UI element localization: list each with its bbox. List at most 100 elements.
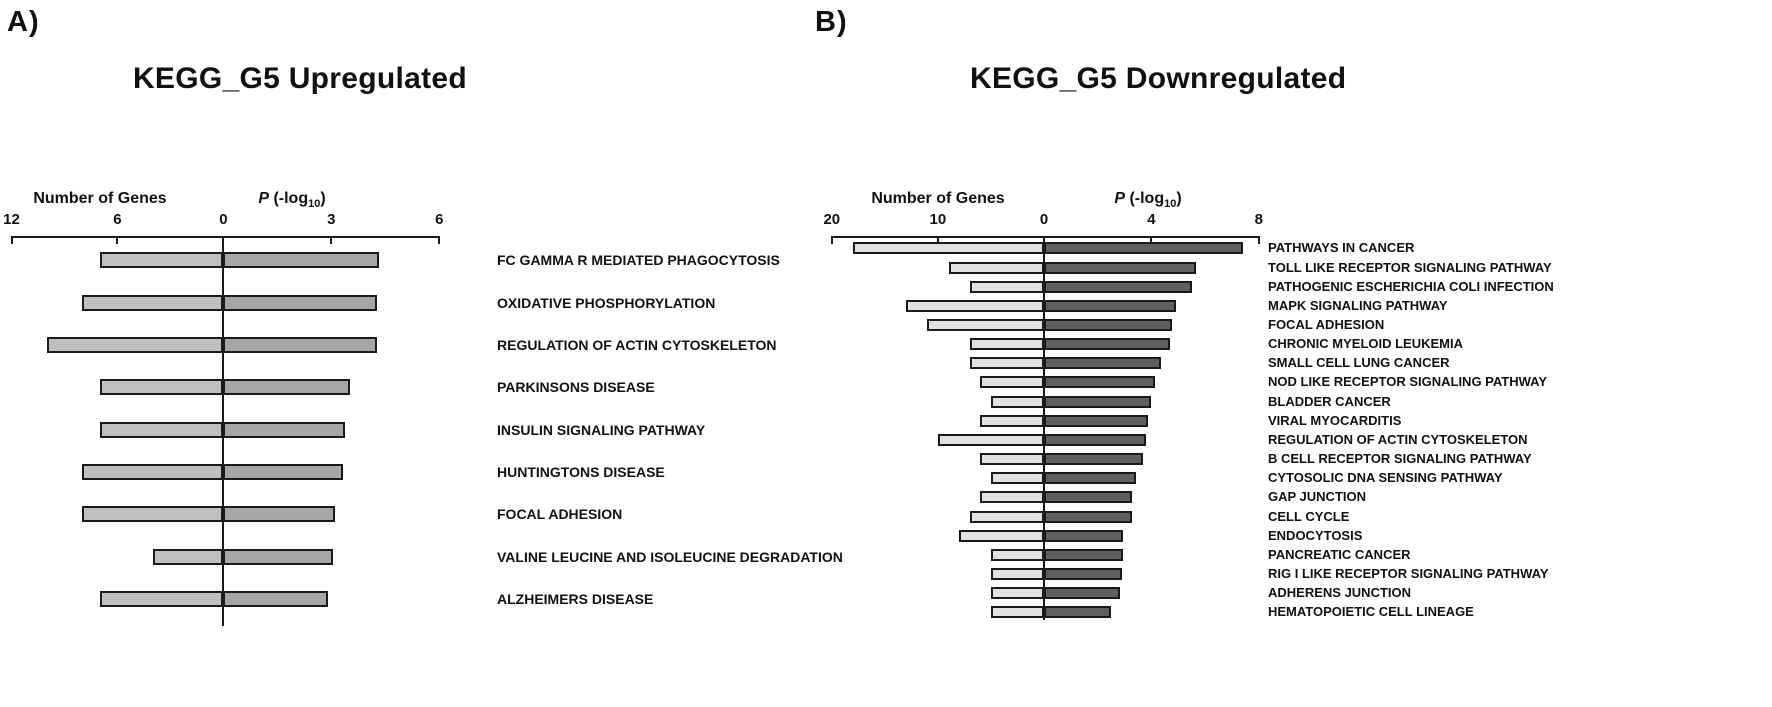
category-label: CHRONIC MYELOID LEUKEMIA xyxy=(1268,336,1463,352)
panel-b-p-axis-label: P (-log10) xyxy=(1048,190,1248,210)
p-bar xyxy=(223,294,378,311)
category-label: FOCAL ADHESION xyxy=(1268,317,1385,332)
genes-bar xyxy=(46,337,224,353)
p-bar xyxy=(1044,376,1156,389)
p-bar xyxy=(1044,319,1172,331)
genes-bar xyxy=(82,294,224,311)
category-label: ALZHEIMERS DISEASE xyxy=(497,590,654,607)
axis-tick-label: 6 xyxy=(435,211,444,228)
category-label: CYTOSOLIC DNA SENSING PATHWAY xyxy=(1268,470,1503,486)
category-label: FC GAMMA R MEDIATED PHAGOCYTOSIS xyxy=(497,252,780,269)
category-label: REGULATION OF ACTIN CYTOSKELETON xyxy=(497,337,777,353)
genes-bar xyxy=(990,548,1044,561)
category-label: SMALL CELL LUNG CANCER xyxy=(1268,355,1450,371)
genes-bar xyxy=(99,252,224,269)
panel-b-title: KEGG_G5 Downregulated xyxy=(970,62,1347,95)
genes-bar xyxy=(906,299,1044,312)
p-bar xyxy=(1044,606,1112,619)
axis-tick-label: 8 xyxy=(1254,211,1263,228)
p-symbol: P xyxy=(258,190,269,207)
axis-tick xyxy=(438,236,441,244)
category-label: PATHWAYS IN CANCER xyxy=(1268,240,1415,256)
category-label: GAP JUNCTION xyxy=(1268,489,1366,505)
category-label: OXIDATIVE PHOSPHORYLATION xyxy=(497,294,716,311)
p-bar xyxy=(223,252,380,269)
p-label-text: (-log xyxy=(1125,190,1165,207)
axis-tick-label: 20 xyxy=(823,211,841,228)
p-bar xyxy=(223,463,343,480)
axis-tick xyxy=(1150,236,1153,244)
p-bar xyxy=(1044,338,1171,351)
p-label-close: ) xyxy=(320,190,326,207)
genes-bar xyxy=(990,587,1044,600)
genes-bar xyxy=(980,376,1044,389)
p-bar xyxy=(1044,567,1122,580)
genes-bar xyxy=(990,567,1044,580)
category-label: B CELL RECEPTOR SIGNALING PATHWAY xyxy=(1268,451,1532,467)
axis-tick xyxy=(116,236,119,244)
axis-tick-label: 0 xyxy=(1039,211,1049,228)
p-bar xyxy=(1044,280,1192,293)
genes-bar xyxy=(969,357,1044,370)
genes-bar xyxy=(82,463,224,480)
category-label: HEMATOPOIETIC CELL LINEAGE xyxy=(1268,604,1474,620)
axis-tick xyxy=(10,236,13,244)
genes-bar xyxy=(990,606,1044,619)
genes-bar xyxy=(980,453,1044,466)
genes-bar xyxy=(969,280,1044,293)
category-label: CELL CYCLE xyxy=(1268,508,1350,524)
genes-bar xyxy=(927,319,1044,331)
genes-bar xyxy=(99,590,224,607)
genes-bar xyxy=(82,506,224,523)
p-bar xyxy=(223,337,378,353)
p-bar xyxy=(1044,510,1132,523)
category-label: FOCAL ADHESION xyxy=(497,506,623,523)
p-bar xyxy=(1044,395,1151,408)
axis-tick-label: 12 xyxy=(3,211,20,228)
panel-b-marker: B) xyxy=(815,6,848,38)
x-axis-line xyxy=(830,236,1260,238)
category-label: INSULIN SIGNALING PATHWAY xyxy=(497,421,706,438)
p-bar xyxy=(1044,491,1133,504)
p-bar xyxy=(1044,242,1244,255)
panel-a-genes-axis-label: Number of Genes xyxy=(33,190,167,207)
genes-bar xyxy=(959,529,1044,542)
genes-bar xyxy=(990,472,1044,485)
p-bar xyxy=(1044,433,1146,446)
p-bar xyxy=(223,506,335,523)
p-bar xyxy=(1044,472,1136,485)
p-bar xyxy=(1044,548,1123,561)
category-label: RIG I LIKE RECEPTOR SIGNALING PATHWAY xyxy=(1268,565,1549,581)
p-label-text: (-log xyxy=(269,190,309,207)
p-label-close: ) xyxy=(1176,190,1182,207)
category-label: PANCREATIC CANCER xyxy=(1268,546,1411,562)
p-bar xyxy=(223,379,351,396)
axis-tick-label: 0 xyxy=(219,211,228,228)
p-bar xyxy=(1044,299,1177,312)
category-label: TOLL LIKE RECEPTOR SIGNALING PATHWAY xyxy=(1268,259,1552,275)
panel-b-genes-axis-label: Number of Genes xyxy=(871,190,1005,207)
axis-tick xyxy=(830,236,833,244)
genes-bar xyxy=(937,433,1044,446)
genes-bar xyxy=(969,338,1044,351)
category-label: NOD LIKE RECEPTOR SIGNALING PATHWAY xyxy=(1268,374,1548,390)
category-label: HUNTINGTONS DISEASE xyxy=(497,463,665,480)
p-bar xyxy=(1044,261,1196,274)
panel-a-title: KEGG_G5 Upregulated xyxy=(132,62,468,95)
genes-bar xyxy=(948,261,1044,274)
genes-bar xyxy=(99,421,224,438)
panel-a-marker: A) xyxy=(7,6,40,38)
genes-bar xyxy=(853,242,1044,255)
category-label: PATHOGENIC ESCHERICHIA COLI INFECTION xyxy=(1268,278,1554,294)
genes-bar xyxy=(980,414,1044,427)
genes-bar xyxy=(152,548,224,565)
p-symbol: P xyxy=(1114,190,1125,207)
p-bar xyxy=(1044,587,1121,600)
genes-bar xyxy=(99,379,224,396)
p-label-subscript: 10 xyxy=(1164,198,1177,211)
p-bar xyxy=(223,548,334,565)
p-bar xyxy=(1044,357,1161,370)
genes-bar xyxy=(990,395,1044,408)
